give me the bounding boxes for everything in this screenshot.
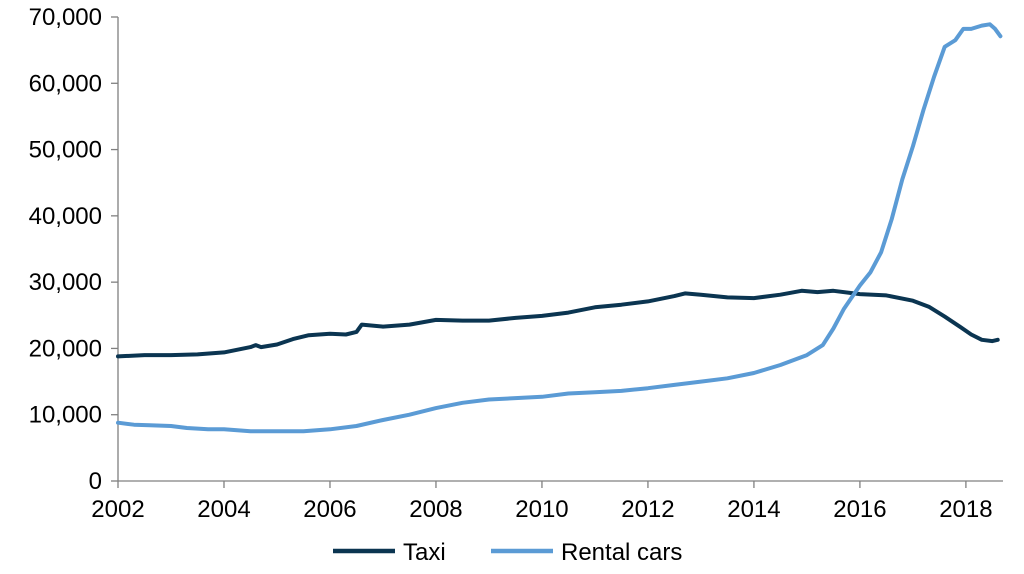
series-line-rental-cars (116, 22, 1003, 434)
legend-label-taxi: Taxi (403, 539, 446, 566)
y-tick-label: 10,000 (29, 402, 102, 429)
legend: Taxi Rental cars (333, 539, 682, 566)
x-tick-label: 2018 (939, 496, 992, 523)
series-group (116, 22, 1003, 434)
y-tick-label: 30,000 (29, 269, 102, 296)
axes: 0 10,000 20,000 30,000 40,000 50,000 60,000 70,… (29, 4, 1003, 523)
series-line-taxi (116, 288, 1000, 359)
y-tick-label: 20,000 (29, 335, 102, 362)
y-tick-label: 0 (89, 468, 102, 495)
y-tick-label: 70,000 (29, 4, 102, 31)
x-tick-label: 2008 (409, 496, 462, 523)
x-tick-label: 2006 (303, 496, 356, 523)
x-tick-label: 2014 (727, 496, 780, 523)
legend-label-rental-cars: Rental cars (561, 539, 682, 566)
x-tick-label: 2012 (621, 496, 674, 523)
y-tick-label: 40,000 (29, 203, 102, 230)
x-tick-label: 2004 (197, 496, 250, 523)
x-tick-label: 2002 (91, 496, 144, 523)
x-tick-label: 2016 (833, 496, 886, 523)
x-tick-label: 2010 (515, 496, 568, 523)
y-tick-label: 50,000 (29, 137, 102, 164)
y-tick-label: 60,000 (29, 70, 102, 97)
